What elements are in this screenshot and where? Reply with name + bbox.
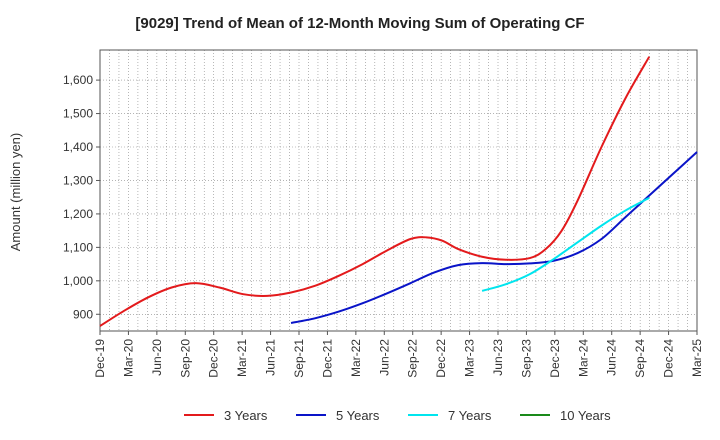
- x-tick-label: Dec-24: [662, 339, 676, 378]
- x-tick-label: Dec-19: [93, 339, 107, 378]
- grid-lines: [99, 50, 698, 331]
- x-tick-label: Dec-23: [548, 339, 562, 378]
- x-tick-label: Sep-24: [633, 339, 647, 378]
- legend-label-10-years: 10 Years: [560, 408, 611, 423]
- y-axis-label: Amount (million yen): [8, 133, 23, 252]
- series-line-7-years: [481, 196, 650, 292]
- chart-title: [9029] Trend of Mean of 12-Month Moving …: [135, 15, 584, 32]
- x-tick-label: Sep-20: [178, 339, 192, 378]
- plot-area: [99, 49, 698, 332]
- x-tick-label: Mar-24: [576, 339, 590, 377]
- legend-label-5-years: 5 Years: [336, 408, 380, 423]
- y-tick-label: 900: [73, 307, 93, 321]
- x-tick-label: Sep-22: [406, 339, 420, 378]
- x-tick-label: Dec-20: [207, 339, 221, 378]
- y-tick-label: 1,400: [63, 140, 93, 154]
- y-tick-label: 1,200: [63, 207, 93, 221]
- series-line-3-years: [99, 56, 651, 327]
- x-tick-label: Sep-21: [292, 339, 306, 378]
- x-tick-label: Dec-22: [434, 339, 448, 378]
- x-tick-label: Mar-22: [349, 339, 363, 377]
- series-line-5-years: [290, 151, 698, 324]
- x-tick-label: Jun-22: [377, 339, 391, 376]
- x-tick-label: Jun-23: [491, 339, 505, 376]
- x-tick-label: Mar-20: [121, 339, 135, 377]
- legend-label-7-years: 7 Years: [448, 408, 492, 423]
- x-tick-label: Sep-23: [519, 339, 533, 378]
- x-tick-label: Jun-24: [605, 339, 619, 376]
- series-lines: [99, 56, 698, 327]
- y-axis: 900 1,000 1,100 1,200 1,300 1,400 1,500 1,600: [63, 73, 100, 321]
- y-tick-label: 1,500: [63, 107, 93, 121]
- y-tick-label: 1,600: [63, 73, 93, 87]
- x-tick-label: Mar-21: [235, 339, 249, 377]
- x-tick-label: Mar-25: [690, 339, 704, 377]
- x-tick-label: Jun-20: [150, 339, 164, 376]
- x-tick-label: Jun-21: [264, 339, 278, 376]
- x-tick-label: Dec-21: [320, 339, 334, 378]
- x-tick-label: Mar-23: [463, 339, 477, 377]
- legend-label-3-years: 3 Years: [224, 408, 268, 423]
- x-axis: Dec-19 Mar-20 Jun-20 Sep-20 Dec-20 Mar-21 Jun-…: [93, 331, 704, 378]
- y-tick-label: 1,300: [63, 173, 93, 187]
- y-tick-label: 1,100: [63, 240, 93, 254]
- legend: 3 Years 5 Years 7 Years 10 Years: [184, 408, 611, 423]
- y-tick-label: 1,000: [63, 274, 93, 288]
